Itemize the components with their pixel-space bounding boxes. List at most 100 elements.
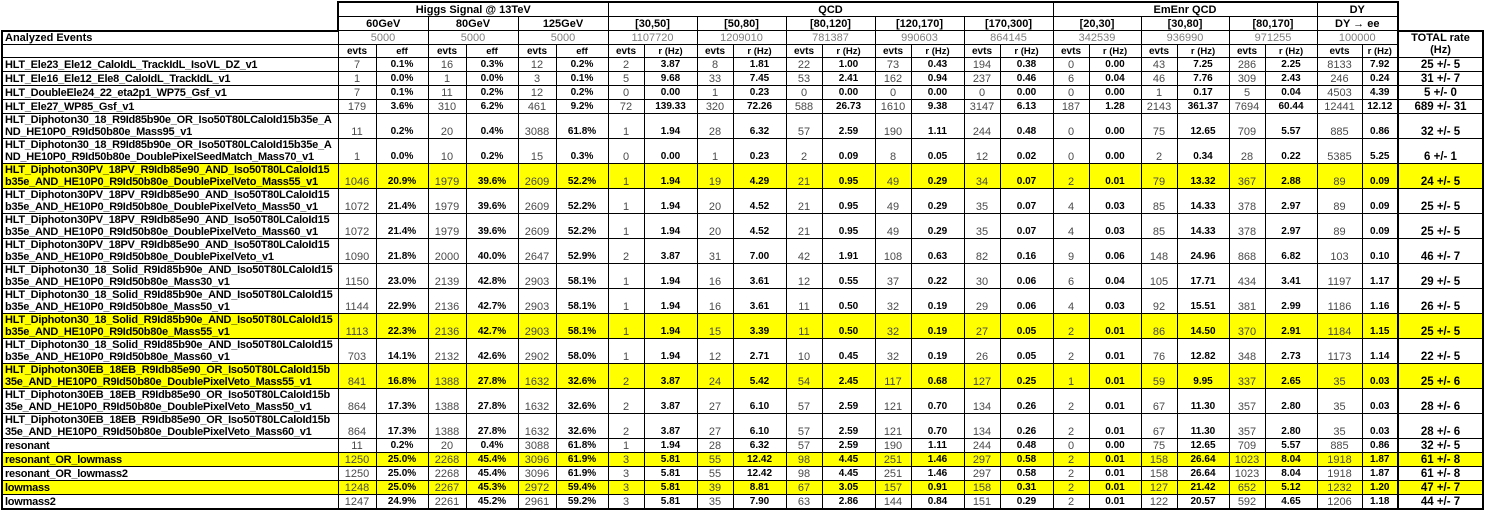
table-row: HLT_Diphoton30EB_18EB_R9Idb85e90_OR_Iso5…	[1, 363, 1484, 389]
table-row: HLT_Diphoton30_18_R9Id85b90e_OR_Iso50T80…	[1, 113, 1484, 139]
evts-cell: 162	[874, 71, 912, 86]
total-rate-cell: 25 +/- 5	[1397, 213, 1484, 239]
bin-header: 80GeV	[427, 16, 519, 31]
evts-cell: 86	[1140, 313, 1178, 339]
evts-cell: 35	[963, 213, 1001, 239]
evts-cell: 7	[337, 85, 377, 100]
rate-cell: 3.39	[732, 313, 787, 339]
bin-header: [80,120]	[785, 16, 876, 31]
rate-cell: 0.00	[1088, 57, 1142, 72]
evts-cell: 2261	[427, 494, 467, 510]
rate-cell: 0.31	[999, 480, 1054, 495]
evts-cell: 1	[607, 288, 645, 314]
rate-cell: 0.04	[1088, 263, 1142, 289]
rate-cell: 11.30	[1176, 388, 1230, 414]
evts-cell: 1	[607, 113, 645, 139]
evts-cell: 885	[1316, 438, 1363, 453]
evts-cell: 158	[1140, 466, 1178, 481]
rate-cell: 0.09	[1361, 163, 1399, 189]
corner-blank	[2, 2, 338, 17]
evts-cell: 63	[785, 494, 823, 510]
rate-cell: 0.58	[999, 452, 1054, 467]
analyzed-events-value: 936990	[1140, 30, 1230, 45]
evts-cell: 19	[696, 163, 734, 189]
evts-cell: 12	[517, 85, 557, 100]
table-row: HLT_Diphoton30PV_18PV_R9Idb85e90_AND_Iso…	[1, 238, 1484, 264]
evts-cell: 0	[607, 85, 645, 100]
evts-cell: 1	[607, 213, 645, 239]
evts-cell: 20	[427, 113, 467, 139]
evts-cell: 381	[1228, 288, 1266, 314]
evts-cell: 34	[963, 163, 1001, 189]
rate-cell: 6.82	[1264, 238, 1318, 264]
rate-cell: 1.94	[643, 188, 698, 214]
evts-cell: 3	[517, 71, 557, 86]
rate-cell: 1.11	[910, 113, 965, 139]
evts-cell: 55	[696, 466, 734, 481]
evts-cell: 1072	[337, 213, 377, 239]
rate-cell: 0.38	[999, 57, 1054, 72]
evts-cell: 20	[696, 213, 734, 239]
rate-cell: 0.2%	[465, 85, 519, 100]
evts-cell: 20	[427, 438, 467, 453]
total-rate-cell: 61 +/- 8	[1397, 466, 1484, 481]
rate-cell: 2.41	[821, 71, 876, 86]
trigger-name: HLT_Ele16_Ele12_Ele8_CaloIdL_TrackIdL_v1	[1, 71, 339, 86]
evts-cell: 16	[696, 288, 734, 314]
rate-cell: 0.17	[1176, 85, 1230, 100]
evts-cell: 592	[1228, 494, 1266, 510]
value-subheader: r (Hz)	[1361, 44, 1399, 58]
trigger-name: HLT_Diphoton30PV_18PV_R9Idb85e90_AND_Iso…	[1, 213, 339, 239]
evts-cell: 2	[1052, 413, 1090, 439]
rate-cell: 59.4%	[555, 480, 609, 495]
rate-cell: 5.25	[1361, 138, 1399, 164]
rate-cell: 23.0%	[375, 263, 429, 289]
rate-cell: 0.03	[1088, 188, 1142, 214]
rate-cell: 8.81	[732, 480, 787, 495]
table-body: HLT_Ele23_Ele12_CaloIdL_TrackIdL_IsoVL_D…	[1, 57, 1484, 510]
rate-cell: 0.70	[910, 388, 965, 414]
total-rate-cell: 46 +/- 7	[1397, 238, 1484, 264]
trigger-name: HLT_Diphoton30_18_Solid_R9Id85b90e_AND_I…	[1, 263, 339, 289]
rate-cell: 0.01	[1088, 313, 1142, 339]
evts-cell: 1184	[1316, 313, 1363, 339]
rate-cell: 2.59	[821, 113, 876, 139]
evts-cell: 1	[607, 263, 645, 289]
rate-cell: 0.02	[999, 138, 1054, 164]
evts-cell: 2	[607, 57, 645, 72]
total-rate-cell: 32 +/- 5	[1397, 113, 1484, 139]
evts-cell: 121	[874, 388, 912, 414]
evts-cell: 2268	[427, 452, 467, 467]
evts-cell: 190	[874, 438, 912, 453]
table-row: resonant 11 0.2% 20 0.4% 3088 61.8% 1 1.94 28 6.32…	[1, 438, 1484, 453]
evts-cell: 12	[785, 263, 823, 289]
table-row: lowmass 1248 25.0% 2267 45.3% 2972 59.4% 3 5.81 3…	[1, 480, 1484, 495]
evts-cell: 85	[1140, 213, 1178, 239]
rate-cell: 61.9%	[555, 466, 609, 481]
evts-cell: 2	[1052, 452, 1090, 467]
rate-cell: 5.81	[643, 452, 698, 467]
rate-cell: 0.24	[1361, 71, 1399, 86]
evts-cell: 134	[963, 413, 1001, 439]
evts-cell: 6	[1052, 263, 1090, 289]
evts-cell: 1918	[1316, 452, 1363, 467]
total-rate-cell: 22 +/- 5	[1397, 338, 1484, 364]
rate-cell: 0.01	[1088, 494, 1142, 510]
trigger-name: HLT_Diphoton30_18_Solid_R9Id85b90e_AND_I…	[1, 313, 339, 339]
evts-cell: 108	[874, 238, 912, 264]
table-row: HLT_Diphoton30PV_18PV_R9Idb85e90_AND_Iso…	[1, 188, 1484, 214]
rate-cell: 32.6%	[555, 388, 609, 414]
rate-cell: 11.30	[1176, 413, 1230, 439]
rate-cell: 60.44	[1264, 99, 1318, 114]
evts-cell: 1388	[427, 388, 467, 414]
evts-cell: 8133	[1316, 57, 1363, 72]
evts-cell: 42	[785, 238, 823, 264]
rate-cell: 12.82	[1176, 338, 1230, 364]
rate-cell: 0.45	[821, 338, 876, 364]
rate-cell: 4.45	[821, 452, 876, 467]
evts-cell: 2	[1052, 313, 1090, 339]
evts-cell: 1023	[1228, 466, 1266, 481]
rate-cell: 25.0%	[375, 480, 429, 495]
evts-subheader: evts	[874, 44, 912, 58]
bin-header-row: 60GeV 80GeV 125GeV [30,50] [50,80] [80,120] [1…	[2, 16, 1483, 31]
